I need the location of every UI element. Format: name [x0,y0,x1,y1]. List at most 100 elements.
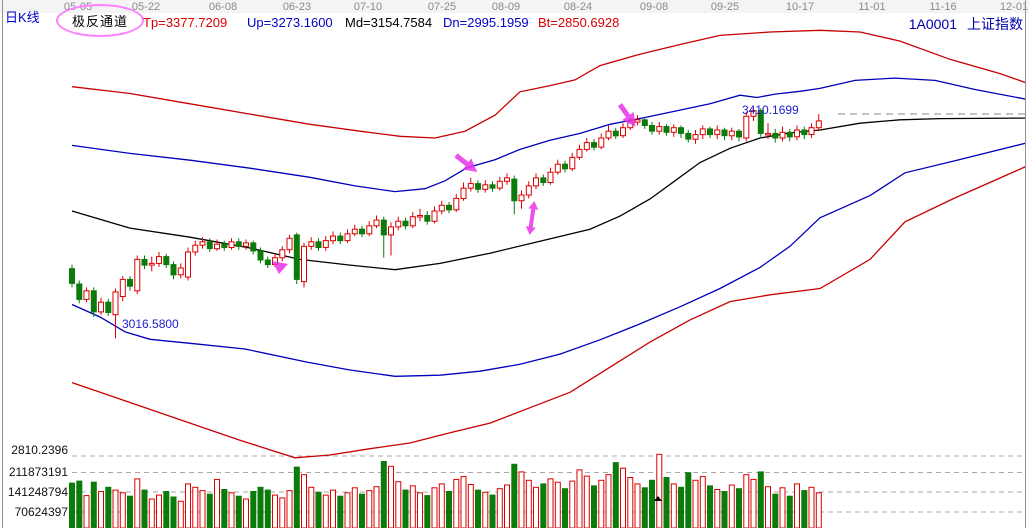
candle [446,201,452,214]
volume-bar [83,495,90,528]
lowest-price-label: 3016.5800 [122,317,179,331]
channel-line-bt [71,165,1027,459]
symbol-name: 上证指数 [967,16,1023,32]
volume-scale-label-1: 211873191 [8,465,68,479]
candle [525,181,532,199]
candle [380,216,387,258]
candle [707,126,713,138]
volume-bar [576,469,583,528]
volume-bar [598,479,605,528]
volume-bar [90,481,97,528]
candle [156,252,162,267]
candle [105,298,112,316]
volume-bar [583,475,590,528]
volume-scale-label-3: 70624397 [14,505,68,519]
candle [540,174,547,186]
candle [417,208,423,222]
volume-bar [453,478,460,528]
volume-bar [714,489,721,528]
indicator-value: Tp=3377.7209 [143,15,228,30]
candle [757,108,764,137]
candle [685,130,692,143]
volume-bar [779,487,786,528]
volume-bar [656,453,663,528]
candle [257,247,264,264]
candle [772,128,779,143]
volume-bar [163,491,170,528]
volume-bar [170,496,177,528]
candle [649,122,655,135]
volume-bar [148,498,155,528]
candle [83,287,90,303]
candle [496,176,503,191]
volume-bar [533,486,539,528]
x-axis-tick: 06-23 [282,1,312,13]
candle [765,123,771,140]
volume-bar [663,477,670,528]
volume-bar [605,474,612,528]
latest-price-label: 3410.1699 [742,103,799,117]
volume-bar [511,463,518,528]
volume-bar [728,484,735,528]
updown-arrow-marker [525,201,539,235]
volume-bar [496,488,503,528]
volume-bar [707,485,713,528]
candle [127,276,133,291]
candle [344,229,351,243]
candle [264,256,271,268]
candle [692,130,699,144]
volume-layer [69,453,822,528]
volume-bar [395,481,402,528]
volume-bar [438,483,445,528]
down-triangle-marker [272,261,288,274]
volume-scale-label-2: 141248794 [7,485,68,499]
volume-bar [98,491,104,528]
candle [569,152,576,172]
volume-bar [380,461,387,528]
candle [148,256,155,272]
volume-bar [482,491,489,528]
candles-layer [69,107,822,339]
volume-bar [446,491,452,528]
volume-bar [388,465,394,528]
candle [750,107,757,121]
candle [69,264,75,288]
candle [641,117,648,129]
volume-bar [808,486,815,528]
candle [656,122,663,135]
x-axis-tick: 09-08 [639,1,669,13]
volume-bar [525,479,532,528]
candle [504,173,510,185]
x-axis-tick: 11-01 [858,1,886,13]
candle [279,246,286,262]
candle [206,238,213,252]
diagonal-arrow-marker [617,103,636,127]
volume-bar [359,493,365,528]
candle [359,225,365,238]
volume-bar [127,495,133,528]
indicator-value: Md=3154.7584 [345,15,433,30]
candle [598,133,605,150]
candle [322,236,329,251]
candle [98,297,104,315]
indicator-annotation-ellipse: 极反通道 [56,4,144,37]
candle [728,127,735,141]
candle [547,167,554,185]
candle [431,206,438,224]
volume-bar [301,474,307,528]
x-axis-tick: 07-10 [353,1,383,13]
volume-bar [250,491,257,528]
volume-bar [685,472,692,528]
volume-bar [235,495,242,528]
volume-bar [547,478,554,528]
candle [475,180,481,193]
candle [409,212,416,229]
volume-bar [591,485,597,528]
volume-bar [475,489,481,528]
candle [605,125,612,141]
candle [779,126,786,142]
candle [337,232,344,245]
volume-bar [141,489,148,528]
